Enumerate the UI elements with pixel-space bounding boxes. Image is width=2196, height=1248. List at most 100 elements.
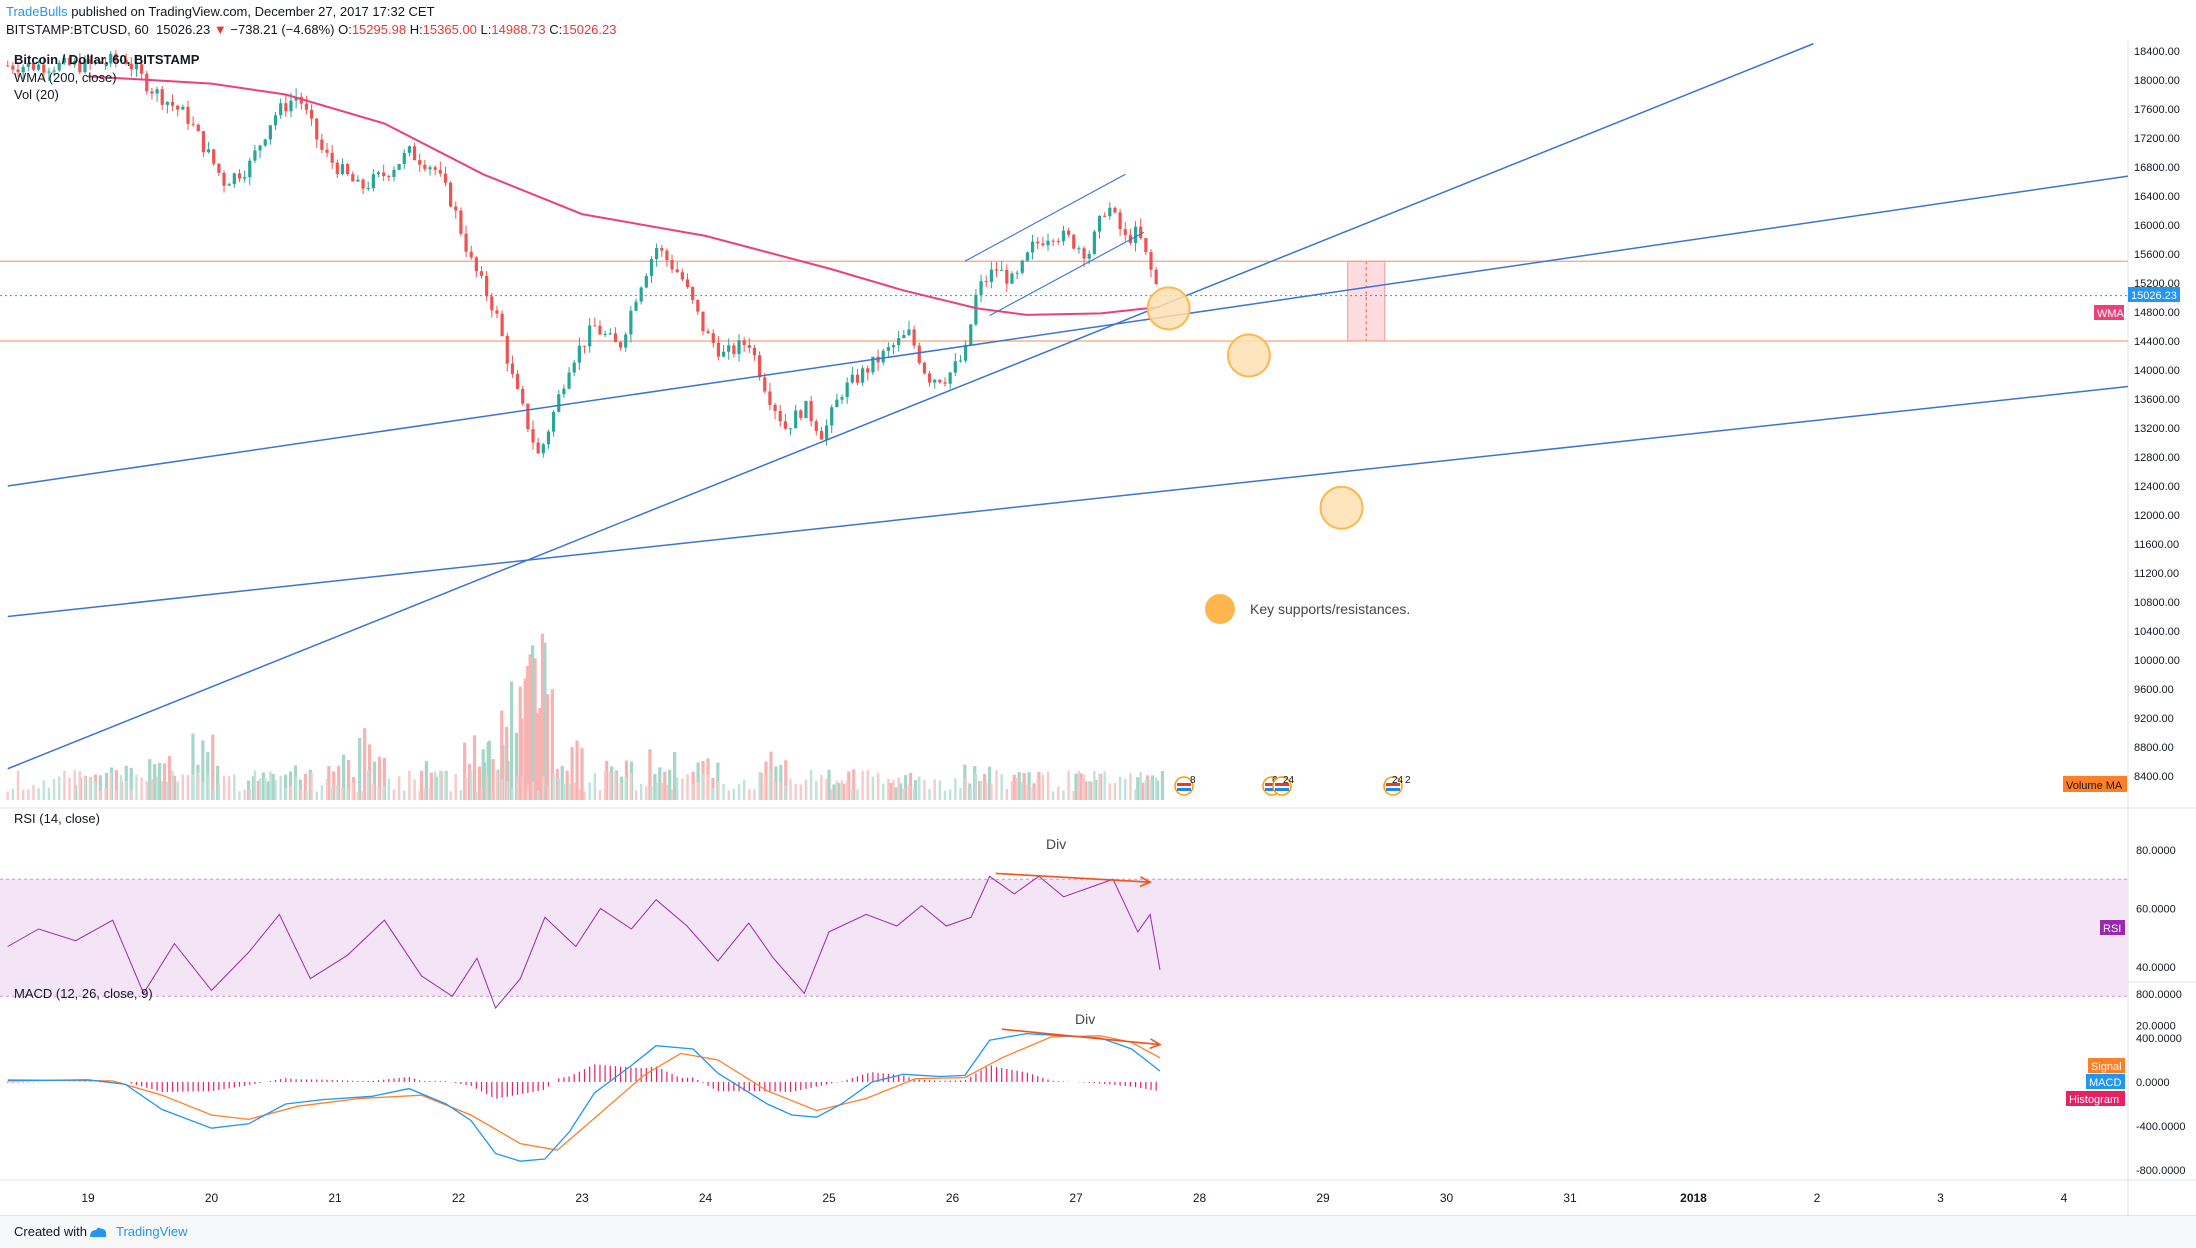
candle-body xyxy=(433,167,437,170)
candle-body xyxy=(747,345,751,348)
candle-body xyxy=(691,287,695,300)
volume-bar xyxy=(605,760,609,800)
price-tick-label: 10800.00 xyxy=(2134,597,2180,609)
volume-bar xyxy=(779,764,783,800)
volume-bar xyxy=(47,787,51,800)
volume-bar xyxy=(413,779,416,800)
volume-bar xyxy=(191,774,195,800)
volume-bar xyxy=(696,782,700,800)
volume-bar xyxy=(737,784,741,800)
candle-body xyxy=(541,444,545,454)
volume-bar xyxy=(856,789,859,800)
volume-bar xyxy=(429,772,433,800)
volume-bar xyxy=(150,779,154,800)
volume-bar xyxy=(686,774,689,800)
event-icon-4[interactable]: 24 2 xyxy=(1383,775,1411,796)
volume-bar xyxy=(543,642,547,800)
candle-body xyxy=(773,404,777,412)
volume-bar xyxy=(6,791,9,800)
candle-body xyxy=(1149,252,1153,270)
candle-body xyxy=(134,64,139,70)
volume-bar xyxy=(1118,776,1122,800)
volume-bar xyxy=(665,784,669,800)
volume-bar xyxy=(104,772,109,800)
candle-body xyxy=(351,174,355,182)
volume-bar xyxy=(540,633,545,800)
price-tick-label: 10000.00 xyxy=(2134,655,2180,667)
volume-bar xyxy=(361,791,365,800)
volume-bar xyxy=(32,785,35,800)
macd-tick-label: -400.0000 xyxy=(2136,1121,2186,1133)
volume-bar xyxy=(516,776,519,800)
volume-bar xyxy=(658,767,662,800)
rsi-tick-label: 80.0000 xyxy=(2136,845,2176,857)
volume-bar xyxy=(655,782,658,800)
candle-body xyxy=(943,382,947,384)
candle-body xyxy=(1020,260,1024,273)
candle-body xyxy=(299,96,303,104)
volume-bar xyxy=(645,786,648,800)
event-icon-1[interactable]: 8 xyxy=(1174,775,1196,796)
tradingview-link[interactable]: TradingView xyxy=(116,1224,188,1239)
volume-bar xyxy=(717,781,720,800)
volume-bar xyxy=(907,784,911,800)
volume-bar xyxy=(475,791,478,800)
candle-body xyxy=(243,177,247,179)
volume-bar xyxy=(377,756,382,800)
volume-bar xyxy=(78,771,82,800)
volume-bar xyxy=(135,774,138,800)
candle-body xyxy=(443,173,448,183)
volume-bar xyxy=(428,787,432,800)
volume-bar xyxy=(222,775,226,800)
time-tick-label: 2 xyxy=(1814,1191,1821,1205)
volume-bar xyxy=(251,776,256,800)
candle-body xyxy=(155,89,159,94)
candle-body xyxy=(814,421,818,432)
close-label: C: xyxy=(549,22,563,37)
volume-bar xyxy=(851,788,854,800)
candle-body xyxy=(510,363,515,374)
volume-bar xyxy=(253,770,257,800)
volume-bar xyxy=(1017,772,1021,800)
candle-body xyxy=(1036,241,1040,244)
price-tick-label: 17200.00 xyxy=(2134,133,2180,145)
volume-bar xyxy=(284,774,288,800)
candle-body xyxy=(608,333,612,335)
candle-body xyxy=(93,61,97,64)
volume-bar xyxy=(1144,779,1148,800)
candle-body xyxy=(176,105,180,110)
time-tick-label: 23 xyxy=(575,1191,589,1205)
time-tick-label: 30 xyxy=(1440,1191,1454,1205)
volume-bar xyxy=(987,766,992,800)
volume-bar xyxy=(1067,770,1070,800)
volume-bar xyxy=(1134,789,1137,800)
event-icon-3[interactable]: 24 xyxy=(1272,775,1295,796)
volume-bar xyxy=(668,769,672,800)
volume-bar xyxy=(1000,774,1003,800)
macd-divergence-arrow-head xyxy=(1149,1038,1162,1050)
publisher-link[interactable]: TradeBulls xyxy=(6,4,68,19)
candle-body xyxy=(948,372,952,384)
volume-bar xyxy=(449,791,452,800)
volume-bar xyxy=(1074,773,1078,800)
price-tick-label: 9200.00 xyxy=(2134,713,2174,725)
candle-body xyxy=(886,347,890,351)
volume-bar xyxy=(171,770,174,800)
symbol-label[interactable]: BITSTAMP:BTCUSD, 60 xyxy=(6,22,149,37)
candle-body xyxy=(675,269,679,273)
price-tick-label: 14800.00 xyxy=(2134,307,2180,319)
volume-bar xyxy=(876,772,880,800)
candle-body xyxy=(479,271,484,276)
time-tick-label: 19 xyxy=(81,1191,95,1205)
candle-body xyxy=(1067,230,1071,235)
volume-bar xyxy=(533,658,537,800)
candle-body xyxy=(356,179,360,182)
volume-bar xyxy=(468,764,472,800)
candle-body xyxy=(1077,248,1081,250)
volume-bar xyxy=(459,790,463,800)
candle-body xyxy=(876,356,880,363)
price-tick-label: 16800.00 xyxy=(2134,162,2180,174)
volume-bar xyxy=(1012,774,1016,800)
volume-bar xyxy=(104,787,107,800)
